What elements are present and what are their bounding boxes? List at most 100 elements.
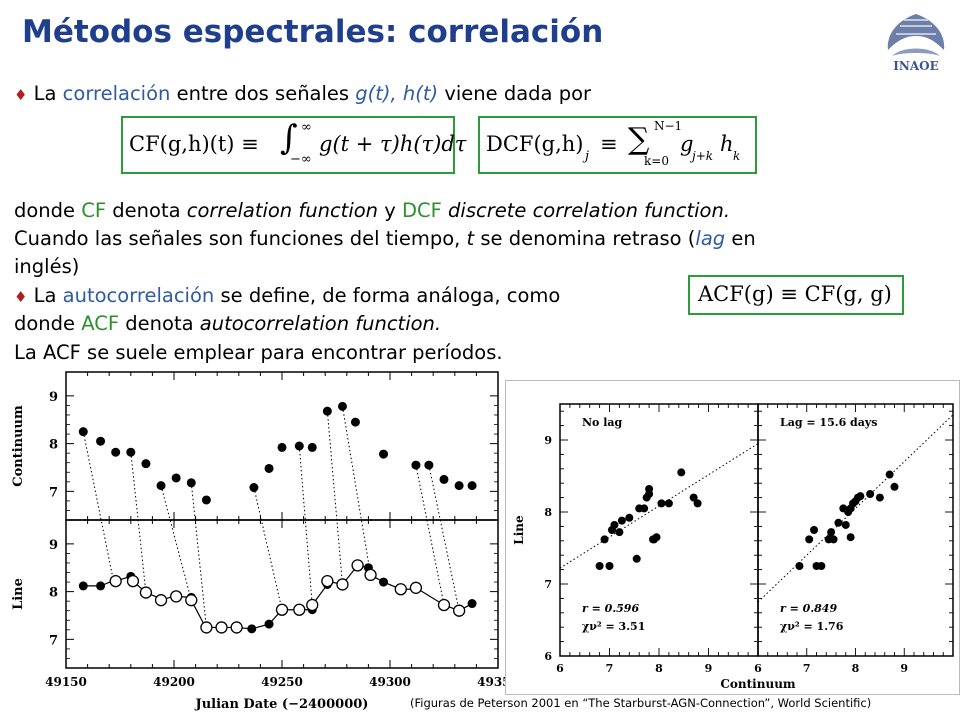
y-axis-label: Continuum bbox=[11, 405, 26, 487]
bullet-icon: ♦ bbox=[14, 288, 28, 306]
shifted-continuum-point bbox=[185, 594, 198, 607]
shifted-continuum-point bbox=[351, 559, 364, 572]
scatter-point bbox=[605, 562, 614, 570]
paragraph-autocorrelation: ♦ La autocorrelación se define, de forma… bbox=[14, 284, 561, 307]
scatter-point bbox=[875, 493, 884, 502]
y-axis-label: Line bbox=[512, 515, 526, 545]
lag-arrow bbox=[82, 431, 115, 582]
scatter-point bbox=[649, 535, 658, 544]
continuum-point bbox=[307, 442, 317, 452]
x-tick-label: 7 bbox=[606, 662, 614, 675]
y-tick-label: 8 bbox=[49, 438, 58, 453]
shifted-continuum-point bbox=[139, 586, 153, 599]
continuum-point bbox=[439, 474, 449, 484]
signal-vars: g(t), h(t) bbox=[355, 82, 439, 105]
plot-frame bbox=[757, 403, 954, 657]
x-axis-label: Julian Date (−2400000) bbox=[195, 697, 369, 712]
scatter-point bbox=[600, 535, 609, 544]
scatter-point bbox=[640, 504, 649, 513]
x-tick-label: 9 bbox=[705, 662, 713, 675]
scatter-point bbox=[817, 562, 826, 570]
figure-border bbox=[505, 380, 960, 695]
continuum-point bbox=[96, 436, 106, 446]
paragraph-correlation: ♦ La correlación entre dos señales g(t),… bbox=[14, 82, 592, 105]
continuum-point bbox=[337, 401, 347, 411]
scatter-point bbox=[841, 520, 850, 529]
y-axis-label: Line bbox=[11, 578, 26, 610]
shifted-continuum-point bbox=[200, 621, 213, 634]
figure-caption: (Figuras de Peterson 2001 en “The Starbu… bbox=[410, 696, 872, 710]
shifted-continuum-point bbox=[230, 621, 243, 634]
page-title: Métodos espectrales: correlación bbox=[22, 14, 604, 50]
continuum-point bbox=[126, 447, 136, 457]
stat-r: r = 0.849 bbox=[780, 602, 837, 615]
x-tick-label: 8 bbox=[655, 662, 663, 675]
shifted-continuum-point bbox=[437, 598, 451, 612]
continuum-point bbox=[277, 442, 287, 452]
continuum-point bbox=[467, 481, 477, 491]
x-tick-label: 7 bbox=[803, 662, 811, 675]
continuum-point bbox=[186, 478, 196, 488]
shifted-continuum-point bbox=[364, 568, 377, 582]
stat-r: r = 0.596 bbox=[582, 602, 639, 615]
scatter-point bbox=[657, 499, 666, 508]
y-tick-label: 8 bbox=[49, 586, 58, 601]
lag-arrow bbox=[326, 411, 343, 585]
shifted-continuum-point bbox=[293, 603, 306, 616]
x-tick-label: 8 bbox=[852, 662, 860, 675]
light-curve-chart: 7 8 9 Continuum 7 8 9 Line 49150 49200 49250 49300 4… bbox=[11, 371, 505, 712]
x-tick-label: 49150 bbox=[45, 675, 87, 689]
y-tick-label: 9 bbox=[49, 538, 58, 553]
x-tick-label: 49200 bbox=[153, 675, 195, 689]
shifted-continuum-point bbox=[452, 604, 466, 617]
lag-arrow bbox=[253, 487, 283, 610]
x-axis-label: Continuum bbox=[720, 677, 796, 691]
scatter-point bbox=[827, 528, 836, 537]
bullet-icon: ♦ bbox=[14, 86, 28, 104]
scatter-point bbox=[885, 470, 894, 479]
x-tick-label: 6 bbox=[556, 662, 564, 675]
y-tick-label: 7 bbox=[49, 633, 58, 648]
lag-arrow bbox=[298, 445, 313, 606]
scatter-point bbox=[829, 535, 838, 544]
lag-arrow bbox=[190, 482, 207, 628]
line-point bbox=[467, 599, 477, 609]
line-periodos: La ACF se suele emplear para encontrar p… bbox=[14, 341, 503, 364]
line-ingles: inglés) bbox=[14, 255, 80, 278]
term-autocorrelacion: autocorrelación bbox=[62, 284, 215, 307]
integral-sign-icon: ∫ bbox=[280, 118, 298, 158]
scatter-point bbox=[645, 484, 654, 493]
scatter-point bbox=[795, 562, 804, 570]
continuum-point bbox=[350, 417, 360, 427]
shifted-continuum-point bbox=[336, 578, 349, 591]
shifted-continuum-point bbox=[109, 574, 122, 588]
x-tick-label: 9 bbox=[900, 662, 908, 675]
shifted-continuum-point bbox=[126, 574, 140, 588]
shifted-continuum-point bbox=[215, 621, 228, 634]
shifted-continuum-point bbox=[170, 590, 183, 603]
shifted-continuum-point bbox=[409, 581, 423, 594]
scatter-point bbox=[693, 499, 702, 508]
line-point bbox=[264, 619, 274, 629]
term-correlacion: correlación bbox=[62, 82, 171, 105]
shifted-continuum-point bbox=[154, 594, 168, 607]
panel-label: No lag bbox=[582, 416, 623, 429]
line-cuando: Cuando las señales son funciones del tie… bbox=[14, 227, 756, 250]
stat-chi: χν² = 3.51 bbox=[582, 620, 645, 633]
continuum-point bbox=[141, 459, 151, 469]
scatter-point bbox=[834, 518, 843, 527]
scatter-point bbox=[810, 526, 819, 534]
scatter-point bbox=[689, 493, 698, 502]
continuum-point bbox=[171, 473, 181, 483]
continuum-point bbox=[201, 495, 211, 505]
y-tick-label: 9 bbox=[544, 434, 552, 447]
shifted-continuum-point bbox=[275, 603, 289, 616]
plot-frame bbox=[559, 403, 759, 657]
inaoe-logo-icon: INAOE bbox=[887, 14, 945, 73]
sum-sign-icon: ∑ bbox=[628, 122, 650, 157]
y-tick-label: 8 bbox=[544, 506, 552, 519]
continuum-point bbox=[379, 449, 389, 459]
continuum-point bbox=[322, 406, 332, 416]
continuum-point bbox=[249, 483, 259, 493]
x-tick-label: 49350 bbox=[477, 675, 505, 689]
